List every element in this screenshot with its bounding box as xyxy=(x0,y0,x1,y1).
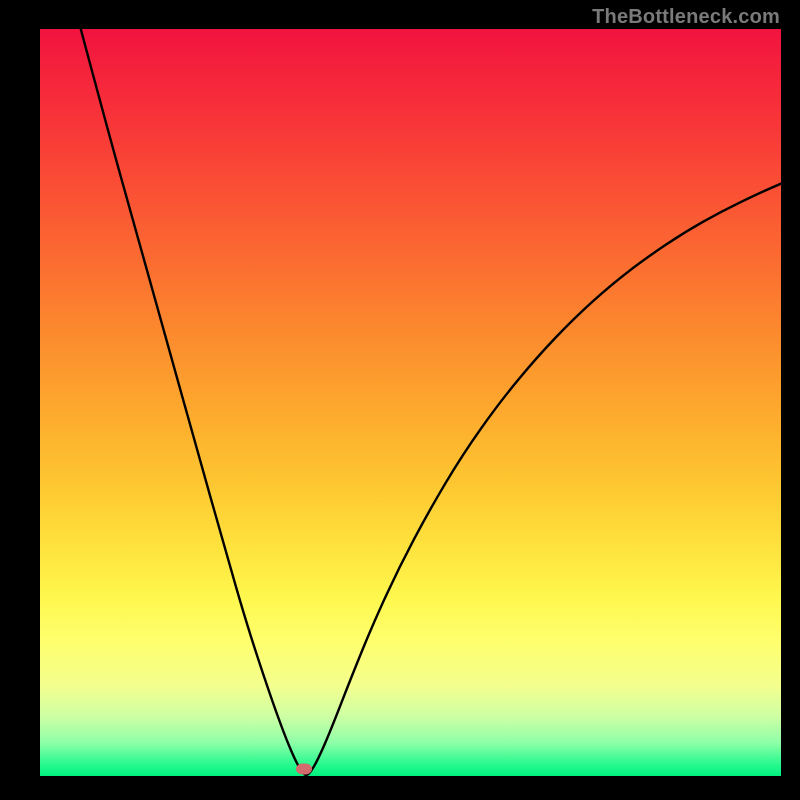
bottleneck-curve xyxy=(81,29,781,775)
watermark-text: TheBottleneck.com xyxy=(592,6,780,29)
plot-area xyxy=(40,29,781,776)
optimum-marker xyxy=(296,764,312,775)
curve-svg xyxy=(40,29,781,776)
